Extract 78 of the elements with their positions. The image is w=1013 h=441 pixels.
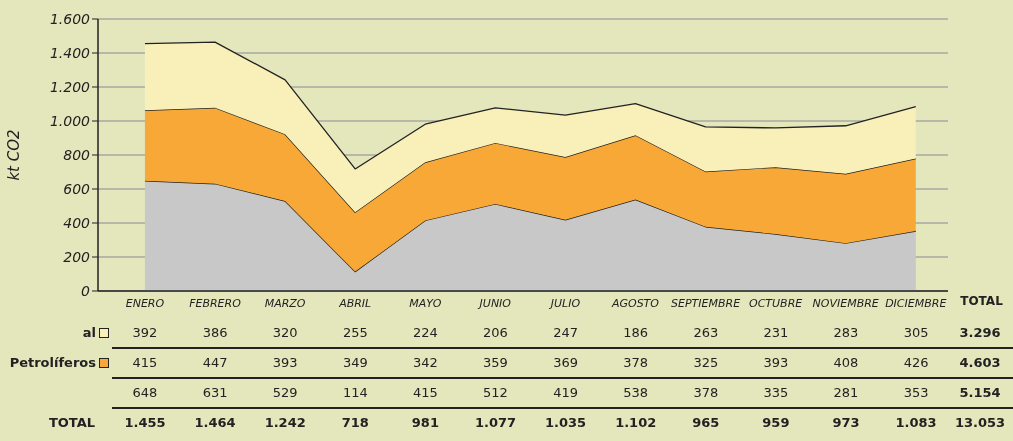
text: 959 (761, 414, 791, 432)
data-label: 305 (902, 324, 930, 342)
data-label: 386 (201, 324, 229, 342)
x-tick-label: SEPTIEMBRE (670, 296, 741, 310)
x-tick-label: JUNIO (477, 296, 512, 310)
data-label: 369 (552, 354, 579, 372)
data-label: 419 (552, 384, 579, 402)
x-tick-label: NOVIEMBRE (812, 296, 879, 310)
y-axis-title: kt CO2 (5, 129, 24, 181)
x-tick-label: FEBRERO (189, 296, 242, 310)
data-label: 426 (902, 354, 930, 372)
data-label: 342 (411, 354, 439, 372)
data-label: 378 (692, 384, 720, 402)
text: 1.035 (544, 414, 588, 432)
text: 1.102 (614, 414, 658, 432)
data-label: 393 (271, 354, 299, 372)
legend-label: Petrolíferos (8, 354, 96, 372)
x-tick-label: ENERO (125, 296, 165, 310)
text: TOTAL (47, 414, 95, 432)
data-label: 353 (902, 384, 930, 402)
text: 3.296 (958, 324, 1002, 342)
data-label: 224 (411, 324, 439, 342)
x-tick-label: JULIO (548, 296, 581, 310)
data-label: 393 (762, 354, 790, 372)
data-label: 255 (341, 324, 369, 342)
y-tick-label: 1.200 (49, 78, 91, 95)
legend-label: al (81, 324, 96, 342)
text: 965 (691, 414, 721, 432)
y-tick-label: 600 (63, 180, 91, 197)
x-tick-label: ABRIL (338, 296, 372, 310)
data-label: 114 (341, 384, 369, 402)
data-label: 538 (622, 384, 650, 402)
text: 1.464 (193, 414, 237, 432)
text: 1.077 (473, 414, 518, 432)
x-tick-label: DICIEMBRE (885, 296, 947, 310)
data-label: 283 (832, 324, 860, 342)
data-label: 206 (482, 324, 509, 342)
data-label: 512 (482, 384, 509, 402)
text: 4.603 (958, 354, 1002, 372)
text: 718 (340, 414, 370, 432)
data-label: 320 (271, 324, 299, 342)
data-label: 415 (411, 384, 439, 402)
data-label: 325 (692, 354, 720, 372)
x-tick-label: OCTUBRE (748, 296, 803, 310)
data-label: 281 (832, 384, 860, 402)
x-tick-label: MAYO (409, 296, 442, 310)
y-tick-label: 800 (63, 146, 91, 163)
y-tick-label: 200 (63, 248, 91, 265)
text: 13.053 (953, 414, 1007, 432)
data-label: 335 (762, 384, 790, 402)
data-label: 631 (201, 384, 229, 402)
text: 1.242 (263, 414, 307, 432)
data-label: 359 (482, 354, 509, 372)
x-tick-label: AGOSTO (610, 296, 660, 310)
data-label: 408 (832, 354, 860, 372)
y-tick-label: 1.400 (49, 44, 91, 61)
text: 1.455 (123, 414, 167, 432)
data-label: 186 (622, 324, 650, 342)
text: TOTAL (959, 294, 1004, 308)
data-label: 263 (692, 324, 720, 342)
data-label: 415 (131, 354, 159, 372)
y-tick-label: 0 (81, 282, 91, 299)
data-label: 349 (341, 354, 369, 372)
data-label: 529 (271, 384, 299, 402)
text: 1.083 (894, 414, 938, 432)
y-tick-label: 1.600 (49, 10, 91, 27)
data-label: 447 (201, 354, 229, 372)
y-tick-label: 1.000 (49, 112, 91, 129)
text: 5.154 (958, 384, 1002, 402)
x-tick-label: MARZO (264, 296, 306, 310)
data-label: 378 (622, 354, 650, 372)
data-label: 231 (762, 324, 790, 342)
data-label: 392 (131, 324, 159, 342)
y-tick-label: 400 (63, 214, 91, 231)
text: 981 (410, 414, 440, 432)
data-label: 247 (552, 324, 579, 342)
data-label: 648 (131, 384, 159, 402)
text: 973 (831, 414, 861, 432)
